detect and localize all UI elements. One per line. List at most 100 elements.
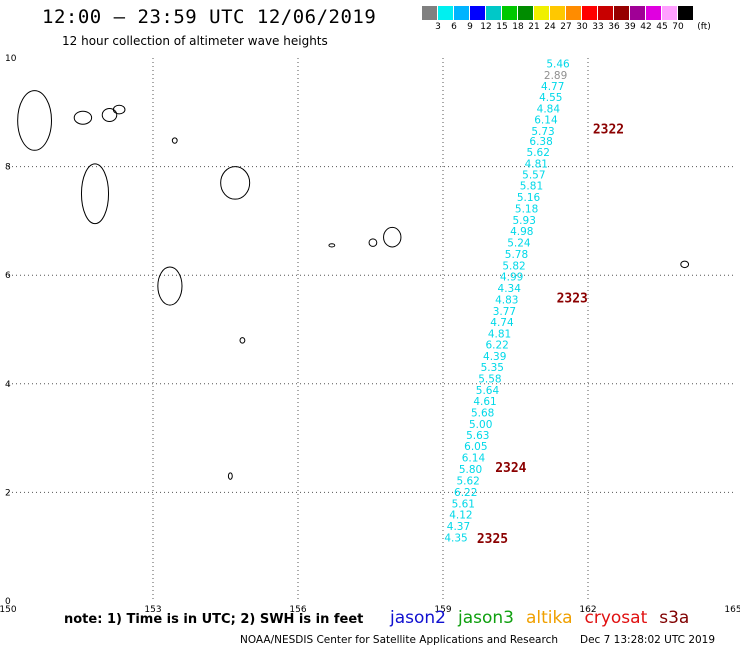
time-label: 2325: [477, 532, 508, 547]
note-text: note: 1) Time is in UTC; 2) SWH is in fe…: [64, 612, 364, 627]
scale-swatch: [614, 6, 630, 20]
island-outline: [239, 337, 246, 344]
island-outline: [220, 166, 251, 200]
wave-height-value: 5.61: [452, 498, 475, 510]
wave-height-value: 5.63: [466, 430, 489, 442]
wave-height-value: 4.39: [483, 351, 506, 363]
island-outline: [157, 266, 183, 306]
x-tick-label: 159: [434, 605, 451, 615]
x-tick-label: 150: [0, 605, 17, 615]
scale-unit: (ft): [697, 22, 711, 32]
y-tick-label: 10: [5, 54, 17, 64]
time-label: 2324: [495, 461, 526, 476]
wave-height-value: 5.68: [471, 408, 494, 420]
island-outline: [328, 243, 336, 248]
scale-swatch: [534, 6, 550, 20]
scale-swatch: [486, 6, 502, 20]
island-outline: [112, 104, 126, 115]
y-tick-label: 0: [5, 597, 11, 607]
wave-height-value: 5.73: [531, 126, 554, 138]
wave-height-value: 4.81: [525, 158, 548, 170]
x-tick-label: 165: [724, 605, 740, 615]
scale-label: 70: [672, 22, 684, 32]
mission-jason3: jason3: [458, 608, 514, 628]
color-scale: [422, 6, 694, 20]
wave-height-value: 5.24: [507, 238, 531, 250]
scale-swatch: [518, 6, 534, 20]
scale-swatch: [646, 6, 662, 20]
scale-swatch: [582, 6, 598, 20]
wave-height-value: 4.55: [539, 92, 562, 104]
scale-swatch: [470, 6, 486, 20]
wave-height-value: 5.64: [476, 385, 500, 397]
island-outline: [73, 110, 93, 125]
wave-height-value: 6.14: [462, 453, 486, 465]
scale-label: 45: [656, 22, 668, 32]
wave-height-value: 5.78: [505, 249, 528, 261]
mission-s3a: s3a: [659, 608, 690, 628]
wave-height-value: 4.12: [449, 510, 472, 522]
scale-swatch: [550, 6, 566, 20]
wave-height-value: 4.98: [510, 226, 533, 238]
scale-label: 15: [496, 22, 508, 32]
x-tick-label: 162: [579, 605, 596, 615]
wave-height-value: 5.00: [469, 419, 492, 431]
y-tick-label: 6: [5, 271, 11, 281]
island-outline: [171, 137, 178, 144]
wave-height-value: 5.80: [459, 464, 482, 476]
wave-height-value: 5.82: [502, 260, 525, 272]
y-tick-label: 2: [5, 488, 11, 498]
scale-label: 12: [480, 22, 492, 32]
y-tick-label: 4: [5, 380, 11, 390]
wave-height-value: 4.83: [495, 295, 518, 307]
scale-swatch: [598, 6, 614, 20]
scale-label: 42: [640, 22, 652, 32]
scale-swatch: [502, 6, 518, 20]
footer-timestamp: Dec 7 13:28:02 UTC 2019: [580, 634, 716, 646]
mission-jason2: jason2: [390, 608, 446, 628]
x-tick-label: 156: [289, 605, 306, 615]
wave-height-value: 4.37: [447, 521, 470, 533]
scale-label: 24: [544, 22, 556, 32]
time-label: 2322: [593, 123, 624, 138]
wave-height-value: 5.46: [546, 58, 570, 70]
island-outline: [383, 226, 402, 248]
time-label: 2323: [557, 292, 588, 307]
mission-cryosat: cryosat: [584, 608, 648, 628]
wave-height-value: 5.62: [527, 147, 550, 159]
wave-height-value: 4.77: [541, 81, 564, 93]
scale-label: 3: [435, 22, 441, 32]
footer-credit: NOAA/NESDIS Center for Satellite Applica…: [240, 634, 558, 646]
wave-height-value: 4.74: [490, 317, 514, 329]
island-outline: [17, 90, 52, 151]
y-tick-label: 8: [5, 163, 11, 173]
wave-height-value: 6.22: [454, 487, 477, 499]
mission-legend: jason2 jason3 altika cryosat s3a: [390, 608, 701, 628]
scale-label: 18: [512, 22, 524, 32]
wave-height-value: 5.58: [478, 373, 501, 385]
scale-label: 27: [560, 22, 572, 32]
wave-height-value: 5.18: [515, 203, 538, 215]
wave-height-value: 6.38: [529, 136, 552, 148]
scale-label: 21: [528, 22, 540, 32]
wave-height-value: 5.57: [522, 170, 545, 182]
wave-height-value: 5.62: [456, 475, 479, 487]
scale-swatch: [438, 6, 454, 20]
island-outline: [80, 163, 110, 225]
wave-height-value: 6.05: [464, 441, 487, 453]
wave-height-value: 6.22: [485, 340, 508, 352]
wave-height-value: 3.77: [493, 306, 516, 318]
wave-height-value: 5.81: [520, 181, 543, 193]
wave-height-value: 4.61: [473, 396, 496, 408]
wave-height-value: 2.89: [544, 70, 567, 82]
island-outline: [368, 238, 378, 247]
wave-height-value: 4.99: [500, 271, 523, 283]
wave-height-value: 5.93: [513, 215, 536, 227]
x-tick-label: 153: [144, 605, 161, 615]
scale-label: 39: [624, 22, 636, 32]
wave-height-value: 4.34: [498, 283, 522, 295]
scale-swatch: [422, 6, 438, 20]
island-outline: [101, 107, 118, 123]
wave-height-value: 5.35: [481, 362, 504, 374]
